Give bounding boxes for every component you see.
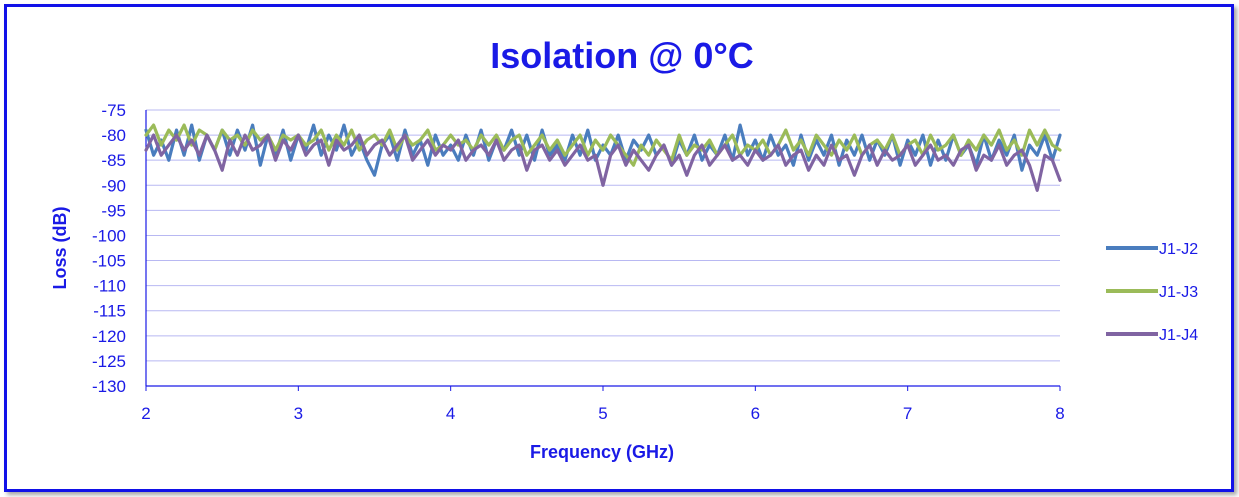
x-tick-label: 7 xyxy=(903,404,912,423)
y-tick-label: -105 xyxy=(92,252,126,271)
y-tick-label: -90 xyxy=(101,176,126,195)
series-lines xyxy=(144,123,1062,192)
y-tick-label: -75 xyxy=(101,101,126,120)
x-tick-label: 5 xyxy=(598,404,607,423)
y-axis-label: Loss (dB) xyxy=(50,206,70,289)
axes xyxy=(145,110,1061,391)
y-tick-label: -95 xyxy=(101,201,126,220)
y-tick-label: -120 xyxy=(92,327,126,346)
y-tick-labels: -75 -80 -85 -90 -95 -100 -105 -110 -115 -120 -125 -… xyxy=(92,101,126,396)
legend-label: J1-J2 xyxy=(1159,241,1198,258)
x-tick-label: 3 xyxy=(294,404,303,423)
chart-title: Isolation @ 0°C xyxy=(490,35,754,76)
y-tick-label: -125 xyxy=(92,352,126,371)
legend-label: J1-J4 xyxy=(1159,327,1198,344)
legend: J1-J2 J1-J3 J1-J4 xyxy=(1106,241,1198,344)
y-tick-label: -85 xyxy=(101,151,126,170)
x-axis-label: Frequency (GHz) xyxy=(530,442,674,462)
x-tick-label: 2 xyxy=(141,404,150,423)
x-tick-label: 4 xyxy=(446,404,455,423)
chart-frame xyxy=(4,4,1234,492)
y-tick-label: -80 xyxy=(101,126,126,145)
y-tick-label: -130 xyxy=(92,377,126,396)
series-line-j1-j4 xyxy=(144,133,1062,192)
x-tick-label: 8 xyxy=(1055,404,1064,423)
y-tick-label: -100 xyxy=(92,226,126,245)
legend-label: J1-J3 xyxy=(1159,284,1198,301)
y-tick-label: -110 xyxy=(93,277,126,296)
x-tick-labels: 2 3 4 5 6 7 8 xyxy=(141,404,1064,423)
y-tick-label: -115 xyxy=(93,302,126,321)
x-tick-label: 6 xyxy=(751,404,760,423)
